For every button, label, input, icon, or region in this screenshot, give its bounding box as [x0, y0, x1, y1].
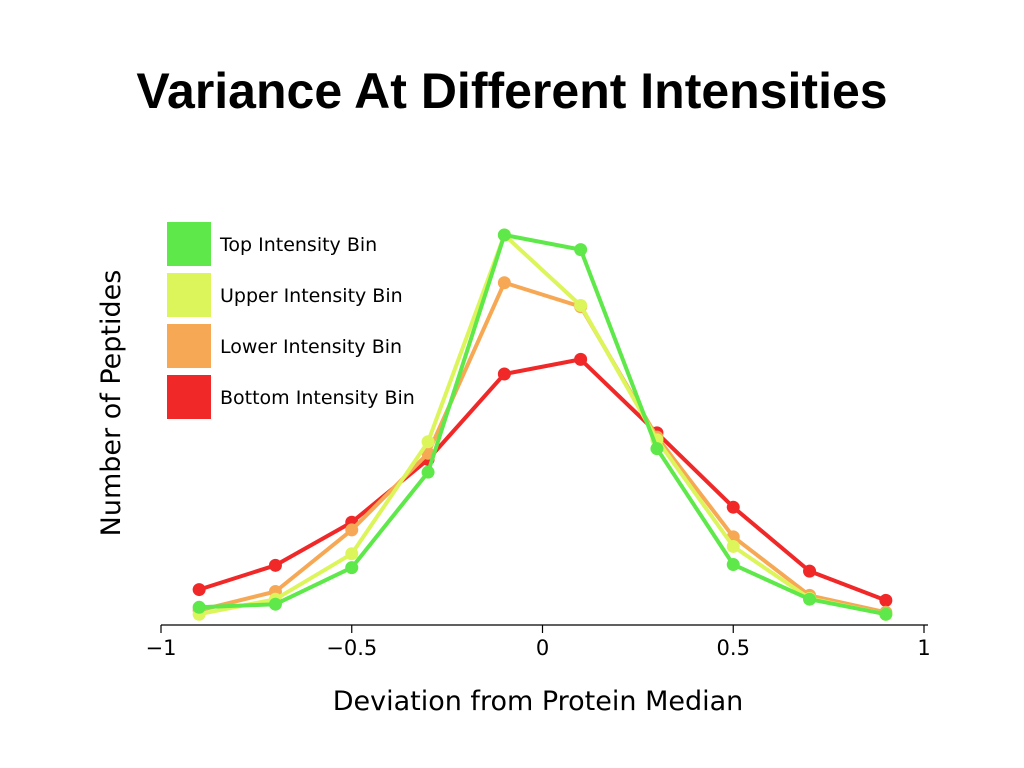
legend-label: Top Intensity Bin — [219, 234, 377, 256]
legend-item: Top Intensity Bin — [167, 222, 377, 266]
data-point — [421, 465, 435, 479]
legend-label: Bottom Intensity Bin — [220, 387, 415, 409]
data-point — [497, 228, 511, 242]
chart-axes: −1 −0.5 0 0.5 1 — [146, 624, 931, 660]
legend-item: Upper Intensity Bin — [167, 273, 403, 317]
data-point — [421, 435, 435, 449]
x-tick-label: −0.5 — [326, 636, 377, 660]
data-point — [192, 600, 206, 614]
chart-series — [192, 228, 893, 621]
series-line — [198, 280, 887, 615]
data-point — [268, 558, 282, 572]
legend-swatch — [167, 222, 211, 266]
data-point — [574, 352, 588, 366]
data-point — [192, 583, 206, 597]
legend-swatch — [167, 324, 211, 368]
series-top-intensity-bin — [192, 228, 893, 621]
data-point — [345, 523, 359, 537]
data-point — [726, 500, 740, 514]
series-line — [198, 357, 887, 603]
legend-swatch — [167, 273, 211, 317]
y-axis-title: Number of Peptides — [96, 270, 127, 537]
data-point — [574, 243, 588, 257]
data-point — [650, 442, 664, 456]
series-line — [198, 233, 887, 617]
data-point — [803, 592, 817, 606]
data-point — [497, 367, 511, 381]
chart-legend: Top Intensity Bin Upper Intensity Bin Lowe… — [167, 222, 415, 419]
data-point — [726, 558, 740, 572]
data-point — [574, 298, 588, 312]
data-point — [726, 539, 740, 553]
slide-title: Variance At Different Intensities — [136, 63, 888, 119]
legend-swatch — [167, 375, 211, 419]
data-point — [879, 593, 893, 607]
x-tick-label: −1 — [146, 636, 177, 660]
x-tick-label: 1 — [917, 636, 930, 660]
data-point — [879, 607, 893, 621]
legend-label: Lower Intensity Bin — [220, 336, 402, 358]
legend-item: Bottom Intensity Bin — [167, 375, 415, 419]
legend-label: Upper Intensity Bin — [220, 285, 403, 307]
x-axis-title: Deviation from Protein Median — [333, 686, 744, 717]
series-line — [199, 233, 887, 617]
legend-item: Lower Intensity Bin — [167, 324, 402, 368]
data-point — [268, 597, 282, 611]
series-bottom-intensity-bin — [192, 352, 893, 607]
data-point — [497, 276, 511, 290]
data-point — [345, 561, 359, 575]
x-tick-label: 0.5 — [717, 636, 750, 660]
series-lower-intensity-bin — [192, 276, 893, 619]
x-tick-label: 0 — [536, 636, 549, 660]
data-point — [345, 547, 359, 561]
data-point — [803, 564, 817, 578]
